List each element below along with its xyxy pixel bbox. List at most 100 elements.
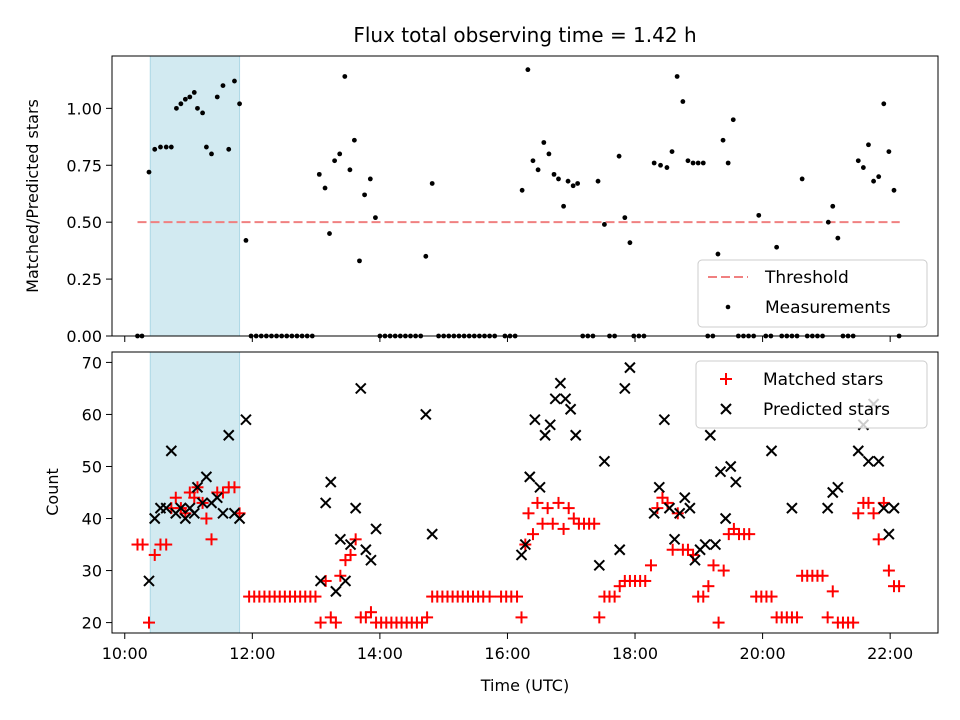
predicted-point xyxy=(330,585,342,598)
predicted-point xyxy=(653,481,665,494)
matched-point xyxy=(228,481,241,494)
legend-measurements-label: Measurements xyxy=(765,298,891,318)
matched-point xyxy=(359,611,372,624)
predicted-point xyxy=(179,512,192,525)
matched-point xyxy=(852,507,865,520)
predicted-point xyxy=(648,507,660,520)
matched-point xyxy=(816,569,829,582)
predicted-point xyxy=(200,471,213,483)
measurement-point xyxy=(163,144,169,150)
measurement-point xyxy=(232,78,237,84)
measurement-point xyxy=(830,203,836,209)
top-legend-box xyxy=(697,259,928,328)
predicted-point xyxy=(344,538,357,551)
measurement-point xyxy=(158,144,163,150)
measurement-point xyxy=(146,169,152,175)
measurement-point xyxy=(535,167,541,173)
figure-title: Flux total observing time = 1.42 h xyxy=(353,23,696,47)
matched-point xyxy=(511,590,524,603)
matched-point xyxy=(522,507,535,520)
matched-point xyxy=(421,611,434,624)
predicted-point xyxy=(821,502,834,514)
measurement-point xyxy=(622,215,628,221)
matched-point xyxy=(717,564,730,577)
measurement-point xyxy=(423,253,429,259)
matched-point xyxy=(339,554,352,567)
predicted-point xyxy=(570,429,582,441)
predicted-point xyxy=(624,361,636,374)
matched-point xyxy=(727,522,740,535)
matched-point xyxy=(536,517,549,530)
bottom-panel: 20 30 40 50 60 70 10:00 12:00 14:00 16:00 18:00 20… xyxy=(43,351,939,695)
predicted-point xyxy=(217,507,229,520)
measurement-point xyxy=(669,149,675,155)
bottom-x-ticks: 10:00 12:00 14:00 16:00 18:00 20:00 22:00 xyxy=(102,633,913,663)
matched-point xyxy=(531,496,544,509)
y-tick-label: 30 xyxy=(82,562,102,581)
predicted-point xyxy=(223,429,235,441)
predicted-point xyxy=(614,544,626,556)
measurement-point xyxy=(327,231,332,236)
predicted-point xyxy=(314,575,327,587)
measurement-point xyxy=(220,83,226,88)
measurement-point xyxy=(351,137,357,143)
predicted-point xyxy=(515,549,528,561)
top-panel: 0.00 0.25 0.50 0.75 1.00 Matched/Predicted s… xyxy=(23,55,939,346)
measurement-point xyxy=(891,187,897,193)
top-x-ticks xyxy=(124,336,891,342)
predicted-point xyxy=(668,533,681,546)
predicted-point xyxy=(888,502,900,514)
measurement-point xyxy=(373,215,378,221)
x-tick-label: 12:00 xyxy=(229,644,275,663)
x-tick-label: 16:00 xyxy=(484,644,530,663)
predicted-point xyxy=(160,502,172,514)
legend-predicted-swatch xyxy=(720,403,732,415)
measurement-point xyxy=(881,101,887,107)
matched-point xyxy=(882,564,895,577)
matched-point xyxy=(216,486,229,499)
matched-point xyxy=(702,580,715,593)
y-tick-label: 60 xyxy=(82,405,102,424)
matched-point xyxy=(344,548,357,561)
measurement-point xyxy=(835,235,841,241)
measurement-point xyxy=(551,171,557,177)
predicted-point xyxy=(549,393,562,405)
measurement-point xyxy=(595,178,601,184)
y-tick-label: 0.25 xyxy=(66,270,102,289)
y-tick-label: 70 xyxy=(82,353,102,372)
legend-matched-swatch xyxy=(720,373,732,385)
measurement-point xyxy=(695,160,701,166)
matched-point xyxy=(364,606,377,619)
y-tick-label: 1.00 xyxy=(66,99,102,118)
measurement-point xyxy=(332,158,338,164)
predicted-point xyxy=(534,481,546,494)
matched-point xyxy=(722,528,735,541)
measurement-point xyxy=(530,158,536,164)
measurement-point xyxy=(519,187,525,193)
matched-point xyxy=(205,533,218,546)
matched-point xyxy=(324,611,337,624)
legend-predicted-label: Predicted stars xyxy=(763,400,890,420)
legend-matched-label: Matched stars xyxy=(763,370,883,390)
predicted-point xyxy=(211,491,223,504)
measurement-point xyxy=(541,140,547,145)
matched-point xyxy=(415,616,428,629)
predicted-point xyxy=(679,491,691,504)
matched-point xyxy=(334,569,347,582)
measurement-point xyxy=(237,101,242,107)
matched-point xyxy=(329,616,342,629)
bottom-legend-box xyxy=(695,360,928,429)
measurement-point xyxy=(855,158,861,164)
predicted-point xyxy=(539,429,551,441)
measurement-point xyxy=(720,137,726,143)
bottom-y-axis-label: Count xyxy=(43,468,62,516)
predicted-point xyxy=(529,413,541,426)
matched-point xyxy=(541,502,554,515)
matched-point xyxy=(562,502,575,515)
measurement-point xyxy=(876,174,882,180)
predicted-point xyxy=(524,471,536,483)
measurement-point xyxy=(799,176,805,182)
predicted-point xyxy=(689,554,701,566)
matched-point xyxy=(743,528,756,541)
matched-point xyxy=(200,512,213,525)
